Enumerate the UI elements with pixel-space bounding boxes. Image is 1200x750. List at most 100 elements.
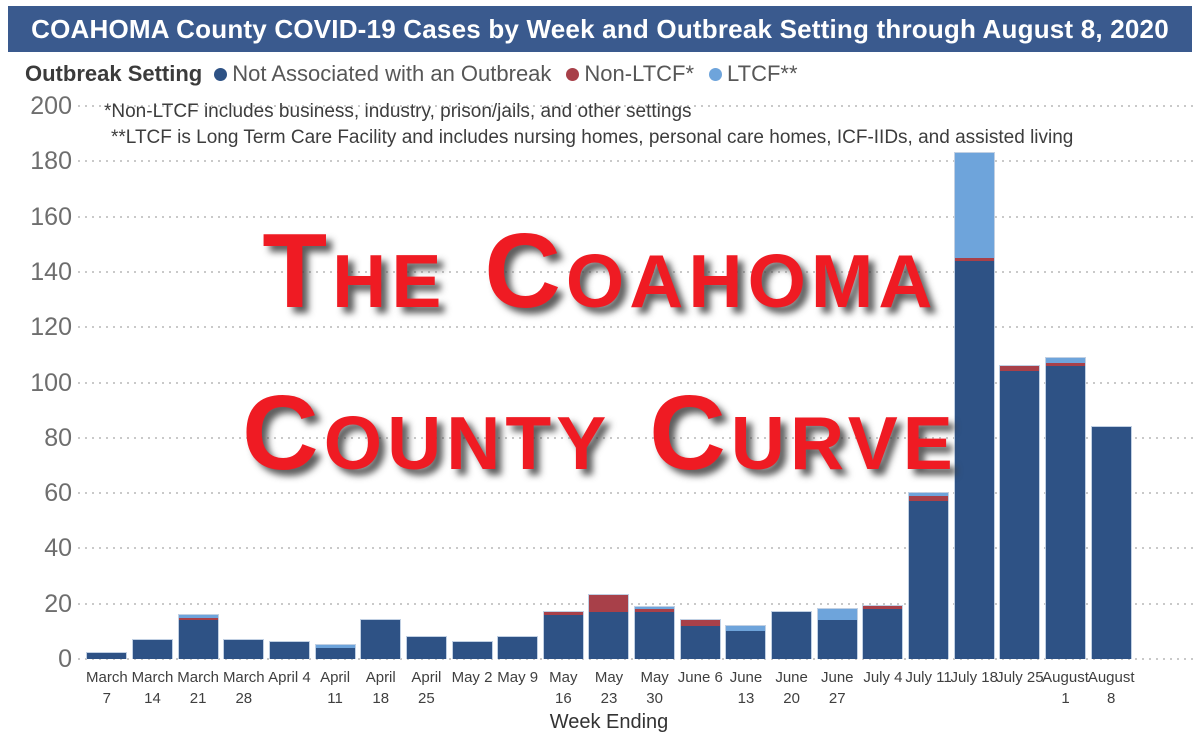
y-axis-tick-label-20: 20 (44, 589, 72, 618)
bar-stack (223, 638, 265, 659)
bar-segment-not-associated-with-an-outbreak (1000, 371, 1040, 659)
bar-segment-not-associated-with-an-outbreak (87, 653, 127, 659)
bar-segment-ltcf- (817, 609, 857, 621)
bar-may-23 (586, 106, 632, 659)
bar-segment-ltcf- (1046, 357, 1085, 364)
x-axis-label-april-25: April 25 (386, 667, 466, 709)
bar-stack (451, 641, 493, 659)
x-axis-label-line: 30 (646, 690, 663, 707)
bar-segment-non-ltcf- (1000, 365, 1040, 372)
bar-segment-not-associated-with-an-outbreak (1046, 365, 1085, 659)
gridline-0 (78, 658, 1197, 660)
legend-item-label: Non-LTCF* (584, 61, 695, 86)
bar-segment-not-associated-with-an-outbreak (498, 636, 538, 659)
bar-stack (1090, 425, 1132, 659)
x-axis-label-line: April 4 (268, 669, 311, 686)
bar-stack (816, 608, 858, 659)
x-axis-label-line: July 25 (996, 669, 1044, 686)
footnote-non-ltcf: *Non-LTCF includes business, industry, p… (104, 101, 692, 122)
bar-segment-non-ltcf- (680, 620, 720, 626)
y-axis-tick-label-40: 40 (44, 534, 72, 563)
legend-item-0: Not Associated with an Outbreak (214, 61, 551, 87)
bar-segment-non-ltcf- (954, 258, 994, 261)
x-axis-label-march-28: March 28 (204, 667, 284, 709)
bar-segment-not-associated-with-an-outbreak (726, 631, 766, 659)
gridline-20 (78, 602, 1197, 605)
bar-segment-not-associated-with-an-outbreak (680, 625, 720, 659)
x-axis-label-line: June 6 (677, 669, 723, 686)
legend-item-2: LTCF** (709, 61, 798, 87)
bar-stack (497, 635, 539, 659)
x-axis-label-june-27: June 27 (797, 667, 877, 709)
bar-segment-not-associated-with-an-outbreak (406, 636, 446, 659)
gridline-120 (78, 326, 1197, 329)
x-axis-label-line: July 18 (950, 669, 998, 686)
bar-stack (268, 641, 310, 659)
bar-segment-non-ltcf- (863, 606, 903, 610)
x-axis-label-july-25: July 25 (980, 667, 1060, 688)
bar-segment-non-ltcf- (589, 595, 629, 612)
x-axis-label-line: 20 (783, 690, 800, 707)
bar-stack (862, 605, 904, 659)
bar-segment-not-associated-with-an-outbreak (452, 642, 492, 659)
bar-march-7 (84, 106, 130, 659)
x-axis-label-line: May 9 (497, 669, 539, 686)
x-axis-label-line: 27 (828, 690, 846, 707)
bar-stack (679, 619, 721, 659)
bar-july-18 (951, 106, 997, 659)
y-axis-tick-label-160: 160 (30, 202, 72, 231)
bar-segment-ltcf- (726, 625, 766, 632)
legend-title: Outbreak Setting (25, 61, 203, 86)
x-axis-title: Week Ending (549, 711, 669, 733)
gridline-60 (78, 492, 1197, 495)
bar-march-14 (130, 106, 176, 659)
x-axis-label-line: 7 (102, 690, 111, 707)
x-axis-label-line: June (820, 669, 854, 686)
bar-segment-not-associated-with-an-outbreak (863, 609, 903, 659)
x-axis-label-july-18: July 18 (934, 667, 1014, 688)
bar-segment-not-associated-with-an-outbreak (817, 620, 857, 659)
bar-segment-not-associated-with-an-outbreak (132, 639, 172, 659)
x-axis-label-line: May (549, 669, 578, 686)
x-axis-label-line: April (411, 669, 442, 686)
x-axis-label-line: August (1042, 669, 1089, 686)
x-axis-label-line: April (320, 669, 351, 686)
x-axis-label-line: March (131, 669, 174, 686)
page-title: COAHOMA County COVID-19 Cases by Week an… (8, 6, 1192, 52)
bar-april-18 (358, 106, 404, 659)
bar-segment-not-associated-with-an-outbreak (269, 642, 309, 659)
x-axis-label-line: May (640, 669, 669, 686)
gridline-140 (78, 270, 1197, 273)
bar-stack (908, 492, 950, 659)
x-axis-label-line: August (1087, 669, 1135, 686)
bar-stack (1045, 356, 1086, 659)
bar-stack (588, 594, 630, 659)
bar-stack (634, 605, 676, 659)
bar-march-21 (175, 106, 221, 659)
y-axis-tick-label-60: 60 (44, 479, 72, 508)
bar-segment-ltcf- (954, 153, 994, 259)
plot-area (84, 106, 1134, 659)
x-axis-label-line: 18 (372, 690, 390, 707)
x-axis-label-line: June (775, 669, 808, 686)
bar-stack (953, 152, 995, 659)
x-axis-label-may-16: May 16 (523, 667, 603, 709)
x-axis-label-april-11: April 11 (295, 667, 375, 709)
x-axis-label-line: March (177, 669, 219, 686)
x-axis-label-march-7: March 7 (67, 667, 147, 709)
bar-stack (86, 652, 128, 659)
gridline-160 (78, 215, 1197, 218)
x-axis-label-line: June (729, 669, 763, 686)
bar-segment-ltcf- (635, 606, 675, 610)
bar-stack (177, 613, 219, 659)
gridline-40 (78, 547, 1197, 550)
bar-segment-not-associated-with-an-outbreak (543, 614, 583, 659)
x-axis-label-line: 8 (1107, 690, 1116, 707)
bar-segment-not-associated-with-an-outbreak (315, 647, 355, 659)
x-axis-label-line: 21 (189, 690, 207, 707)
x-axis-label-june-13: June 13 (706, 667, 786, 709)
bar-may-9 (495, 106, 541, 659)
legend-item-label: Not Associated with an Outbreak (232, 61, 552, 86)
x-axis-label-august-8: August 8 (1071, 667, 1151, 709)
x-axis-label-line: May (594, 669, 624, 686)
